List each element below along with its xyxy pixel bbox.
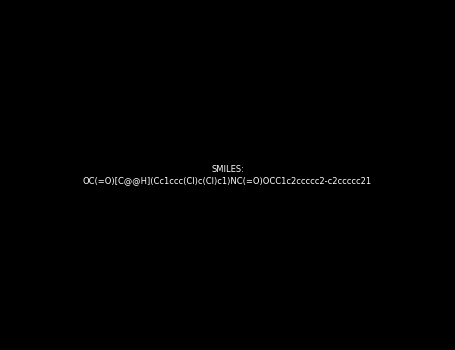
Text: SMILES:
OC(=O)[C@@H](Cc1ccc(Cl)c(Cl)c1)NC(=O)OCC1c2ccccc2-c2ccccc21: SMILES: OC(=O)[C@@H](Cc1ccc(Cl)c(Cl)c1)N… [83, 165, 372, 185]
